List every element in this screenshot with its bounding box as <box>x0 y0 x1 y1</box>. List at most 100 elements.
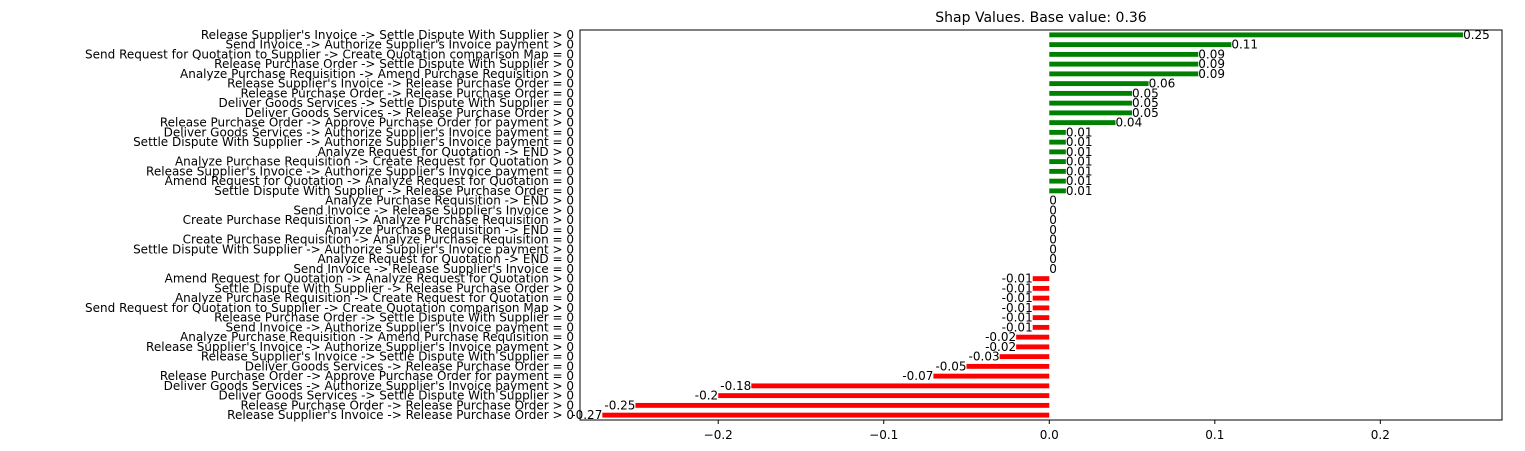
y-tick-label: Release Supplier's Invoice -> Release Pu… <box>227 77 574 91</box>
bar <box>1049 100 1133 106</box>
y-tick-label: Release Supplier's Invoice -> Settle Dis… <box>201 28 574 42</box>
y-tick-label: Deliver Goods Services -> Authorize Supp… <box>164 125 574 139</box>
y-tick-label: Send Invoice -> Release Supplier's Invoi… <box>293 203 574 217</box>
data-labels: 0.250.110.090.090.090.060.050.050.050.04… <box>571 28 1490 422</box>
data-label: 0.01 <box>1066 155 1093 169</box>
y-tick-label: Send Invoice -> Release Supplier's Invoi… <box>293 262 574 276</box>
y-tick-label: Release Supplier's Invoice -> Authorize … <box>146 340 574 354</box>
bar <box>1049 149 1066 155</box>
data-label: 0.01 <box>1066 125 1093 139</box>
bar <box>1016 344 1050 350</box>
bar <box>1049 188 1066 194</box>
y-tick-label: Send Invoice -> Authorize Supplier's Inv… <box>226 38 574 52</box>
data-label: 0.05 <box>1132 106 1159 120</box>
y-tick-label: Release Supplier's Invoice -> Settle Dis… <box>201 350 574 364</box>
y-tick-label: Create Purchase Requisition -> Analyze P… <box>183 213 574 227</box>
x-tick-label: 0.0 <box>1040 428 1059 442</box>
bar <box>966 363 1050 369</box>
data-label: 0.09 <box>1198 57 1225 71</box>
bar <box>1032 305 1050 311</box>
data-label: -0.01 <box>1002 272 1033 286</box>
y-tick-label: Analyze Purchase Requisition -> END > 0 <box>325 194 574 208</box>
data-label: -0.2 <box>695 389 718 403</box>
bar <box>1049 90 1133 96</box>
bar <box>1016 334 1050 340</box>
y-tick-label: Release Purchase Order -> Settle Dispute… <box>214 57 574 71</box>
y-tick-label: Amend Request for Quotation -> Analyze R… <box>165 272 574 286</box>
bars-layer <box>602 32 1464 418</box>
bar <box>1049 120 1116 126</box>
data-label: -0.01 <box>1002 291 1033 305</box>
y-tick-label: Analyze Purchase Requisition -> Amend Pu… <box>180 330 574 344</box>
bar <box>1032 324 1050 330</box>
data-label: 0.25 <box>1463 28 1490 42</box>
data-label: 0.01 <box>1066 174 1093 188</box>
y-tick-label: Analyze Purchase Requisition -> Create R… <box>175 155 574 169</box>
bar <box>635 402 1050 408</box>
y-tick-label: Create Purchase Requisition -> Analyze P… <box>183 233 574 247</box>
bar <box>1049 61 1199 67</box>
y-tick-label: Release Supplier's Invoice -> Release Pu… <box>227 408 574 422</box>
data-label: -0.25 <box>604 398 635 412</box>
bar <box>999 354 1050 360</box>
y-tick-label: Settle Dispute With Supplier -> Release … <box>214 281 574 295</box>
data-label: -0.02 <box>985 340 1016 354</box>
data-label: 0 <box>1049 203 1057 217</box>
y-tick-label: Release Purchase Order -> Release Purcha… <box>240 86 574 100</box>
bar <box>1049 129 1066 135</box>
y-tick-label: Release Purchase Order -> Approve Purcha… <box>160 116 574 130</box>
bar <box>1032 315 1050 321</box>
data-label: 0 <box>1049 213 1057 227</box>
bar <box>1049 42 1232 48</box>
y-tick-label: Deliver Goods Services -> Authorize Supp… <box>164 379 574 393</box>
bar <box>1049 168 1066 174</box>
data-label: 0.01 <box>1066 184 1093 198</box>
y-tick-label: Deliver Goods Services -> Settle Dispute… <box>218 96 574 110</box>
y-tick-label: Settle Dispute With Supplier -> Release … <box>214 184 574 198</box>
x-tick-label: 0.1 <box>1205 428 1224 442</box>
data-label: 0.05 <box>1132 86 1159 100</box>
bar <box>1049 32 1464 38</box>
data-label: 0.01 <box>1066 145 1093 159</box>
data-label: -0.18 <box>720 379 751 393</box>
y-tick-label: Amend Request for Quotation -> Analyze R… <box>165 174 574 188</box>
y-tick-label: Deliver Goods Services -> Release Purcha… <box>245 359 574 373</box>
y-tick-label: Analyze Purchase Requisition -> END = 0 <box>325 223 574 237</box>
bar <box>1032 276 1050 282</box>
bar <box>1032 285 1050 291</box>
bar <box>1032 295 1050 301</box>
data-label: -0.07 <box>902 369 933 383</box>
plot-frame <box>579 29 1503 421</box>
data-label: -0.27 <box>571 408 602 422</box>
x-tick-label: 0.2 <box>1371 428 1390 442</box>
data-label: 0.09 <box>1198 47 1225 61</box>
bar <box>1049 110 1133 116</box>
y-tick-label: Settle Dispute With Supplier -> Authoriz… <box>133 242 574 256</box>
y-tick-label: Analyze Purchase Requisition -> Amend Pu… <box>180 67 574 81</box>
data-label: 0.04 <box>1115 116 1142 130</box>
bar <box>751 383 1050 389</box>
y-tick-label: Send Request for Quotation to Supplier -… <box>85 47 574 61</box>
data-label: 0 <box>1049 233 1057 247</box>
y-tick-label: Send Invoice -> Authorize Supplier's Inv… <box>226 320 574 334</box>
data-label: 0.09 <box>1198 67 1225 81</box>
data-label: -0.03 <box>969 350 1000 364</box>
data-label: -0.01 <box>1002 281 1033 295</box>
y-tick-label: Deliver Goods Services -> Release Purcha… <box>245 106 574 120</box>
y-tick-label: Release Purchase Order -> Approve Purcha… <box>160 369 574 383</box>
y-tick-label: Release Purchase Order -> Settle Dispute… <box>214 311 574 325</box>
x-axis: −0.2 −0.1 0.0 0.1 0.2 <box>704 420 1390 442</box>
y-tick-label: Analyze Request for Quotation -> END = 0 <box>317 252 574 266</box>
y-tick-label: Release Purchase Order -> Release Purcha… <box>240 398 574 412</box>
y-tick-labels: Release Supplier's Invoice -> Settle Dis… <box>85 28 574 422</box>
data-label: 0 <box>1049 252 1057 266</box>
bar <box>1049 81 1149 87</box>
data-label: 0 <box>1049 242 1057 256</box>
y-tick-label: Release Supplier's Invoice -> Authorize … <box>146 164 574 178</box>
data-label: 0 <box>1049 194 1057 208</box>
data-label: -0.02 <box>985 330 1016 344</box>
x-tick-label: −0.2 <box>704 428 733 442</box>
bar <box>933 373 1050 379</box>
